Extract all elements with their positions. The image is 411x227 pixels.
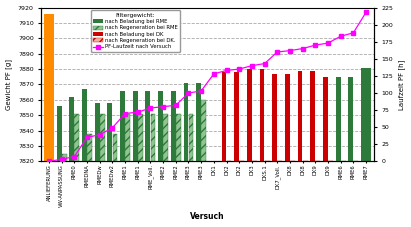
Bar <box>349 77 353 161</box>
Bar <box>265 161 270 227</box>
Bar <box>323 77 328 161</box>
Bar <box>95 103 99 161</box>
Bar <box>298 71 302 161</box>
Y-axis label: Gewicht PF [g]: Gewicht PF [g] <box>6 59 12 110</box>
Bar <box>74 114 79 161</box>
Bar <box>150 114 155 161</box>
Bar <box>163 114 168 161</box>
Bar <box>184 83 188 161</box>
Bar <box>69 97 74 161</box>
X-axis label: Versuch: Versuch <box>190 212 225 222</box>
Bar <box>176 114 181 161</box>
Bar <box>57 106 62 161</box>
Bar <box>133 91 138 161</box>
Bar <box>62 154 67 161</box>
Bar <box>277 161 282 227</box>
Bar <box>353 161 358 227</box>
Bar <box>113 134 117 161</box>
Bar <box>171 91 175 161</box>
Legend: nach Beladung bei RME, nach Regeneration bei RME, nach Beladung bei DK, nach Reg: nach Beladung bei RME, nach Regeneration… <box>90 10 180 52</box>
Bar <box>107 103 112 161</box>
Bar <box>138 114 143 161</box>
Bar <box>247 69 252 161</box>
Bar <box>158 91 163 161</box>
Bar <box>226 161 231 227</box>
Bar <box>234 72 239 161</box>
Bar <box>361 68 371 161</box>
Bar <box>336 77 341 161</box>
Y-axis label: Laufzeit PF [h]: Laufzeit PF [h] <box>399 59 405 110</box>
Bar <box>189 114 194 161</box>
Bar <box>285 74 290 161</box>
Bar <box>303 161 307 227</box>
Bar <box>272 74 277 161</box>
Bar <box>252 161 257 227</box>
Bar <box>341 161 346 227</box>
Bar <box>310 71 315 161</box>
Bar <box>44 14 54 161</box>
Bar <box>100 114 105 161</box>
Bar <box>196 83 201 161</box>
Bar <box>145 91 150 161</box>
Bar <box>260 69 264 161</box>
Bar <box>125 114 130 161</box>
Bar <box>87 134 92 161</box>
Bar <box>120 91 125 161</box>
Bar <box>239 161 244 227</box>
Bar <box>290 161 295 227</box>
Bar <box>82 89 87 161</box>
Bar <box>315 161 320 227</box>
Bar <box>328 161 333 227</box>
Bar <box>201 100 206 161</box>
Bar <box>222 72 226 161</box>
